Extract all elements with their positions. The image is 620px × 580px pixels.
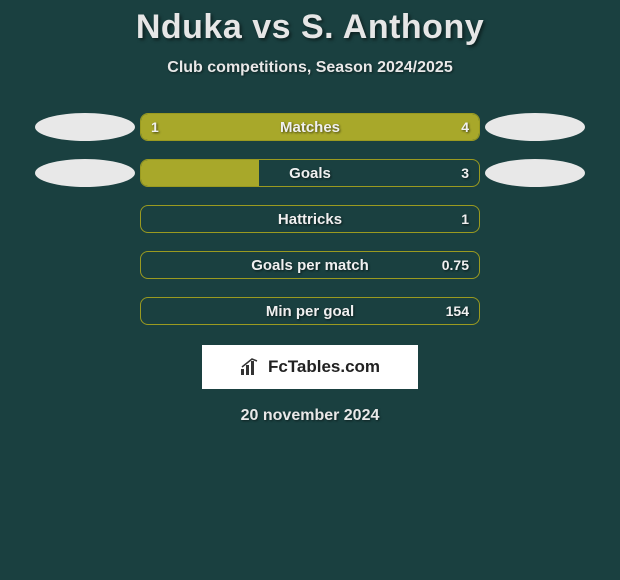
player1-fill	[141, 160, 259, 186]
player2-logo	[485, 159, 585, 187]
player1-logo-wrap	[30, 113, 140, 141]
player2-logo-wrap	[480, 113, 590, 141]
player2-fill	[202, 114, 479, 140]
player2-logo-wrap	[480, 159, 590, 187]
stat-row: 1Hattricks	[0, 205, 620, 233]
comparison-infographic: Nduka vs S. Anthony Club competitions, S…	[0, 0, 620, 425]
stat-row: 3Goals	[0, 159, 620, 187]
player1-value: 1	[151, 114, 159, 140]
brand-label: FcTables.com	[240, 357, 380, 377]
subtitle: Club competitions, Season 2024/2025	[0, 59, 620, 77]
player2-logo	[485, 113, 585, 141]
stat-label: Hattricks	[141, 206, 479, 232]
player2-value: 4	[461, 114, 469, 140]
stat-bar: 1Hattricks	[140, 205, 480, 233]
stat-label: Min per goal	[141, 298, 479, 324]
stat-bar: 3Goals	[140, 159, 480, 187]
player1-logo-wrap	[30, 159, 140, 187]
brand-text: FcTables.com	[268, 357, 380, 377]
stats-rows: 14Matches3Goals1Hattricks0.75Goals per m…	[0, 113, 620, 325]
stat-row: 14Matches	[0, 113, 620, 141]
stat-row: 154Min per goal	[0, 297, 620, 325]
stat-row: 0.75Goals per match	[0, 251, 620, 279]
player1-logo	[35, 113, 135, 141]
stat-bar: 0.75Goals per match	[140, 251, 480, 279]
chart-icon	[240, 358, 262, 376]
page-title: Nduka vs S. Anthony	[0, 8, 620, 47]
player2-value: 0.75	[442, 252, 469, 278]
brand-box[interactable]: FcTables.com	[202, 345, 418, 389]
player1-logo	[35, 159, 135, 187]
player2-value: 1	[461, 206, 469, 232]
stat-bar: 154Min per goal	[140, 297, 480, 325]
stat-label: Goals per match	[141, 252, 479, 278]
player2-value: 3	[461, 160, 469, 186]
stat-bar: 14Matches	[140, 113, 480, 141]
date-text: 20 november 2024	[0, 407, 620, 425]
player2-value: 154	[446, 298, 469, 324]
